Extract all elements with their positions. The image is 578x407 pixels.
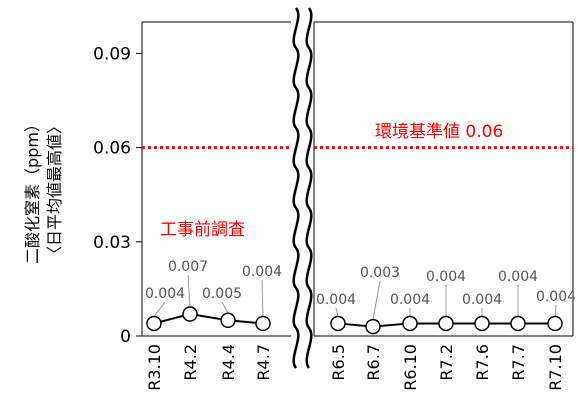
- data-label: 0.004: [498, 269, 538, 285]
- data-point: [365, 318, 381, 335]
- x-tick-label: R6.7: [364, 344, 383, 381]
- data-point: [255, 315, 271, 332]
- x-tick-label: R3.10: [145, 344, 164, 391]
- y-axis-label-line2: 〈日平均値最高値〉: [45, 118, 64, 262]
- axis-break-line-left: [292, 7, 300, 369]
- y-ticks: 0 0.03 0.06 0.09: [93, 44, 142, 347]
- axis-break: [292, 7, 313, 369]
- series-lines: [153, 312, 555, 328]
- data-label: 0.004: [316, 292, 356, 308]
- label-leader: [221, 301, 229, 314]
- data-point: [220, 312, 236, 329]
- data-point: [402, 315, 418, 332]
- data-label: 0.007: [168, 259, 208, 275]
- x-tick-label: R4.7: [254, 344, 273, 381]
- x-tick-label: R6.5: [329, 344, 348, 381]
- x-tick-label: R7.2: [437, 344, 456, 381]
- label-leader: [335, 307, 339, 317]
- y-tick-label: 0: [120, 327, 131, 347]
- label-leader: [153, 301, 166, 317]
- reference-line-label: 環境基準値 0.06: [375, 122, 503, 142]
- data-label: 0.003: [360, 265, 400, 281]
- data-point: [510, 315, 526, 332]
- data-points: [146, 306, 563, 335]
- x-tick-label: R4.4: [219, 344, 238, 381]
- value-labels: 0.0040.0070.0050.0040.0040.0030.0040.004…: [145, 259, 576, 308]
- x-tick-labels: R3.10 R4.2 R4.4 R4.7 R6.5 R6.7 R6.10 R7.2 R7.6 R7…: [145, 344, 565, 391]
- data-label: 0.004: [390, 292, 430, 308]
- data-label: 0.004: [145, 286, 185, 302]
- data-point: [182, 306, 198, 322]
- label-leader: [261, 279, 264, 317]
- label-leader: [187, 274, 191, 308]
- x-tick-label: R7.10: [546, 344, 565, 391]
- y-tick-label: 0.06: [93, 139, 131, 159]
- plot-frames: [141, 21, 574, 337]
- data-point: [438, 315, 454, 332]
- pre-construction-annotation: 工事前調査: [160, 220, 245, 240]
- y-axis-label-line1: 二酸化窒素（ppm）: [23, 116, 42, 264]
- series-line-segment-1: [153, 312, 264, 325]
- data-label: 0.004: [462, 292, 502, 308]
- label-leader: [372, 280, 381, 320]
- data-label: 0.004: [536, 289, 576, 305]
- data-label: 0.004: [426, 269, 466, 285]
- x-tick-label: R4.2: [181, 344, 200, 381]
- y-tick-label: 0.09: [93, 44, 131, 64]
- x-tick-label: R6.10: [401, 344, 420, 391]
- x-tick-label: R7.6: [473, 344, 492, 381]
- data-label: 0.005: [202, 286, 242, 302]
- label-leader: [554, 304, 557, 317]
- y-tick-label: 0.03: [93, 233, 131, 253]
- data-point: [474, 315, 490, 332]
- data-point: [330, 315, 346, 332]
- label-leader-lines: [153, 274, 557, 320]
- axis-break-line-right: [305, 7, 313, 369]
- data-label: 0.004: [242, 264, 282, 280]
- data-point: [146, 315, 162, 332]
- x-tick-label: R7.7: [509, 344, 528, 381]
- data-point: [547, 315, 563, 332]
